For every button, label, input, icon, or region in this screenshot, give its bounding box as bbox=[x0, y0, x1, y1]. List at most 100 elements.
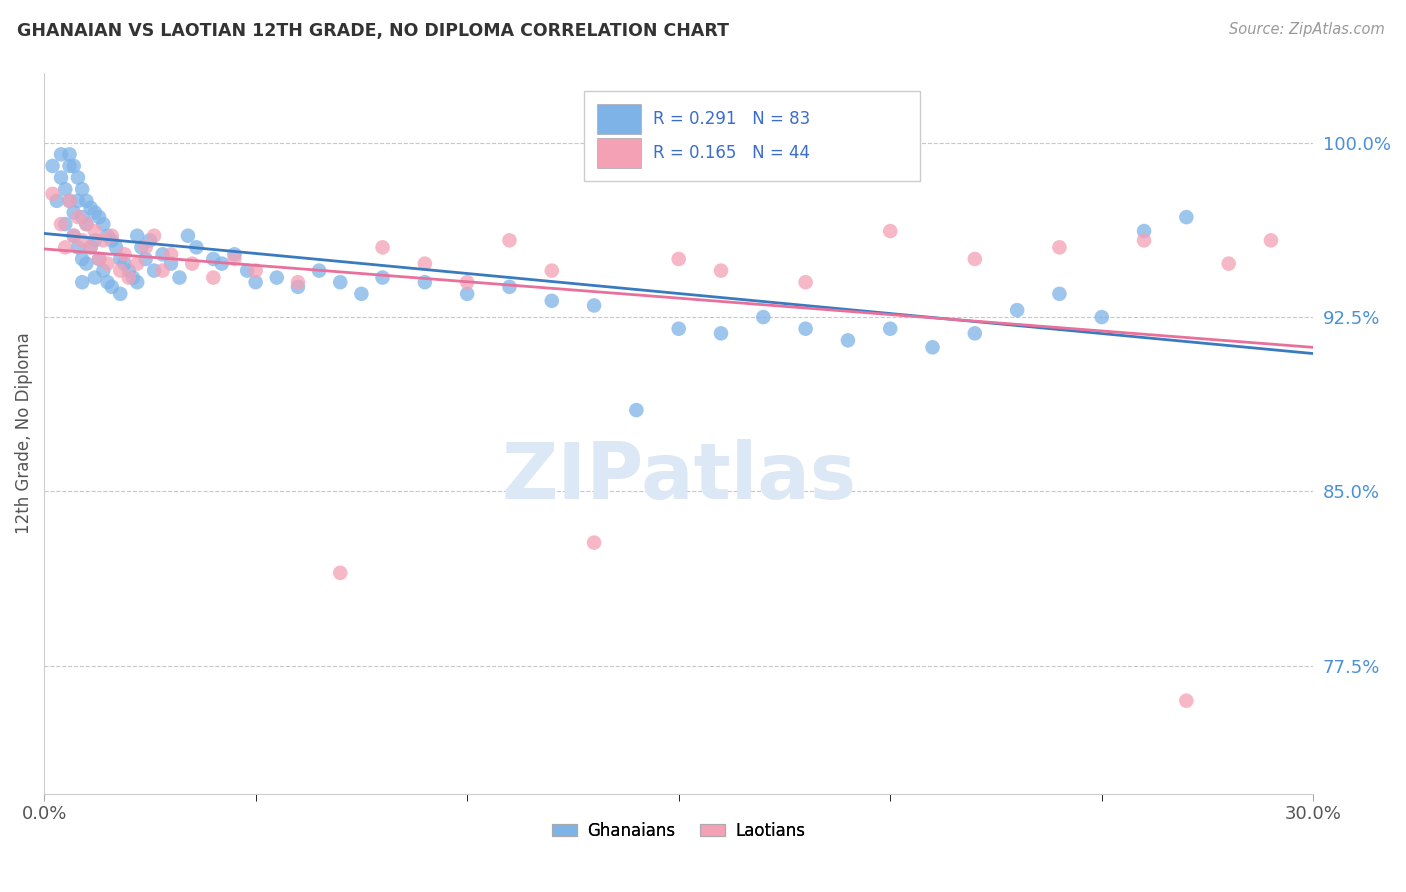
Point bbox=[224, 252, 246, 266]
Point bbox=[75, 217, 97, 231]
Point bbox=[186, 240, 208, 254]
Point bbox=[62, 159, 84, 173]
Point bbox=[879, 224, 901, 238]
Point bbox=[456, 286, 478, 301]
Point bbox=[350, 286, 373, 301]
Point bbox=[143, 228, 166, 243]
Point bbox=[498, 233, 520, 247]
Point bbox=[626, 403, 648, 417]
Point bbox=[752, 310, 775, 324]
Point bbox=[62, 228, 84, 243]
Point bbox=[152, 263, 174, 277]
Point bbox=[53, 240, 76, 254]
Point bbox=[583, 535, 606, 549]
Point bbox=[1091, 310, 1114, 324]
Point bbox=[160, 257, 183, 271]
Point bbox=[668, 322, 690, 336]
Point bbox=[456, 275, 478, 289]
Point bbox=[668, 252, 690, 266]
Point bbox=[245, 263, 267, 277]
Point bbox=[135, 252, 157, 266]
Point bbox=[101, 280, 124, 294]
Point bbox=[1005, 303, 1028, 318]
Point bbox=[837, 334, 859, 348]
Point bbox=[710, 263, 733, 277]
Point bbox=[131, 240, 153, 254]
Point bbox=[160, 247, 183, 261]
Point bbox=[413, 275, 436, 289]
Text: Source: ZipAtlas.com: Source: ZipAtlas.com bbox=[1229, 22, 1385, 37]
Point bbox=[41, 159, 63, 173]
Point bbox=[152, 247, 174, 261]
Point bbox=[498, 280, 520, 294]
Point bbox=[118, 263, 141, 277]
Point bbox=[266, 270, 288, 285]
Point bbox=[181, 257, 204, 271]
Point bbox=[329, 275, 352, 289]
Point bbox=[41, 186, 63, 201]
Y-axis label: 12th Grade, No Diploma: 12th Grade, No Diploma bbox=[15, 333, 32, 534]
Point bbox=[329, 566, 352, 580]
Point bbox=[308, 263, 330, 277]
Point bbox=[70, 275, 93, 289]
Point bbox=[97, 228, 120, 243]
Text: GHANAIAN VS LAOTIAN 12TH GRADE, NO DIPLOMA CORRELATION CHART: GHANAIAN VS LAOTIAN 12TH GRADE, NO DIPLO… bbox=[17, 22, 728, 40]
Point bbox=[79, 201, 101, 215]
Point bbox=[83, 205, 105, 219]
Point bbox=[1049, 286, 1071, 301]
Point bbox=[1218, 257, 1240, 271]
Point bbox=[66, 240, 89, 254]
Point bbox=[75, 217, 97, 231]
Point bbox=[963, 252, 986, 266]
Point bbox=[83, 224, 105, 238]
Point bbox=[110, 263, 132, 277]
Point bbox=[101, 233, 124, 247]
Point bbox=[87, 210, 110, 224]
Point bbox=[49, 170, 72, 185]
Point bbox=[70, 182, 93, 196]
Point bbox=[66, 170, 89, 185]
Point bbox=[70, 210, 93, 224]
Point bbox=[1260, 233, 1282, 247]
Point bbox=[202, 252, 225, 266]
Point bbox=[921, 340, 943, 354]
Point bbox=[75, 257, 97, 271]
Point bbox=[127, 257, 149, 271]
Point bbox=[1175, 694, 1198, 708]
Point bbox=[371, 240, 394, 254]
Point bbox=[1049, 240, 1071, 254]
Point bbox=[62, 205, 84, 219]
Point bbox=[58, 194, 80, 208]
Point bbox=[70, 252, 93, 266]
Text: ZIPatlas: ZIPatlas bbox=[501, 439, 856, 515]
Point bbox=[540, 263, 562, 277]
Point bbox=[127, 275, 149, 289]
Point bbox=[211, 257, 233, 271]
Point bbox=[794, 275, 817, 289]
Point bbox=[66, 210, 89, 224]
Point bbox=[583, 298, 606, 312]
Point bbox=[139, 233, 162, 247]
Point bbox=[58, 159, 80, 173]
Point bbox=[105, 240, 128, 254]
Point bbox=[91, 263, 114, 277]
Point bbox=[794, 322, 817, 336]
Point bbox=[202, 270, 225, 285]
Point bbox=[540, 293, 562, 308]
Point bbox=[79, 240, 101, 254]
Point bbox=[1133, 224, 1156, 238]
Point bbox=[79, 240, 101, 254]
Point bbox=[114, 257, 136, 271]
FancyBboxPatch shape bbox=[583, 91, 920, 181]
Point bbox=[135, 240, 157, 254]
Point bbox=[114, 247, 136, 261]
Point bbox=[879, 322, 901, 336]
Point bbox=[49, 147, 72, 161]
Point bbox=[97, 257, 120, 271]
Point bbox=[53, 217, 76, 231]
Point bbox=[62, 228, 84, 243]
Point bbox=[177, 228, 200, 243]
Point bbox=[83, 233, 105, 247]
Point bbox=[66, 194, 89, 208]
Point bbox=[169, 270, 191, 285]
